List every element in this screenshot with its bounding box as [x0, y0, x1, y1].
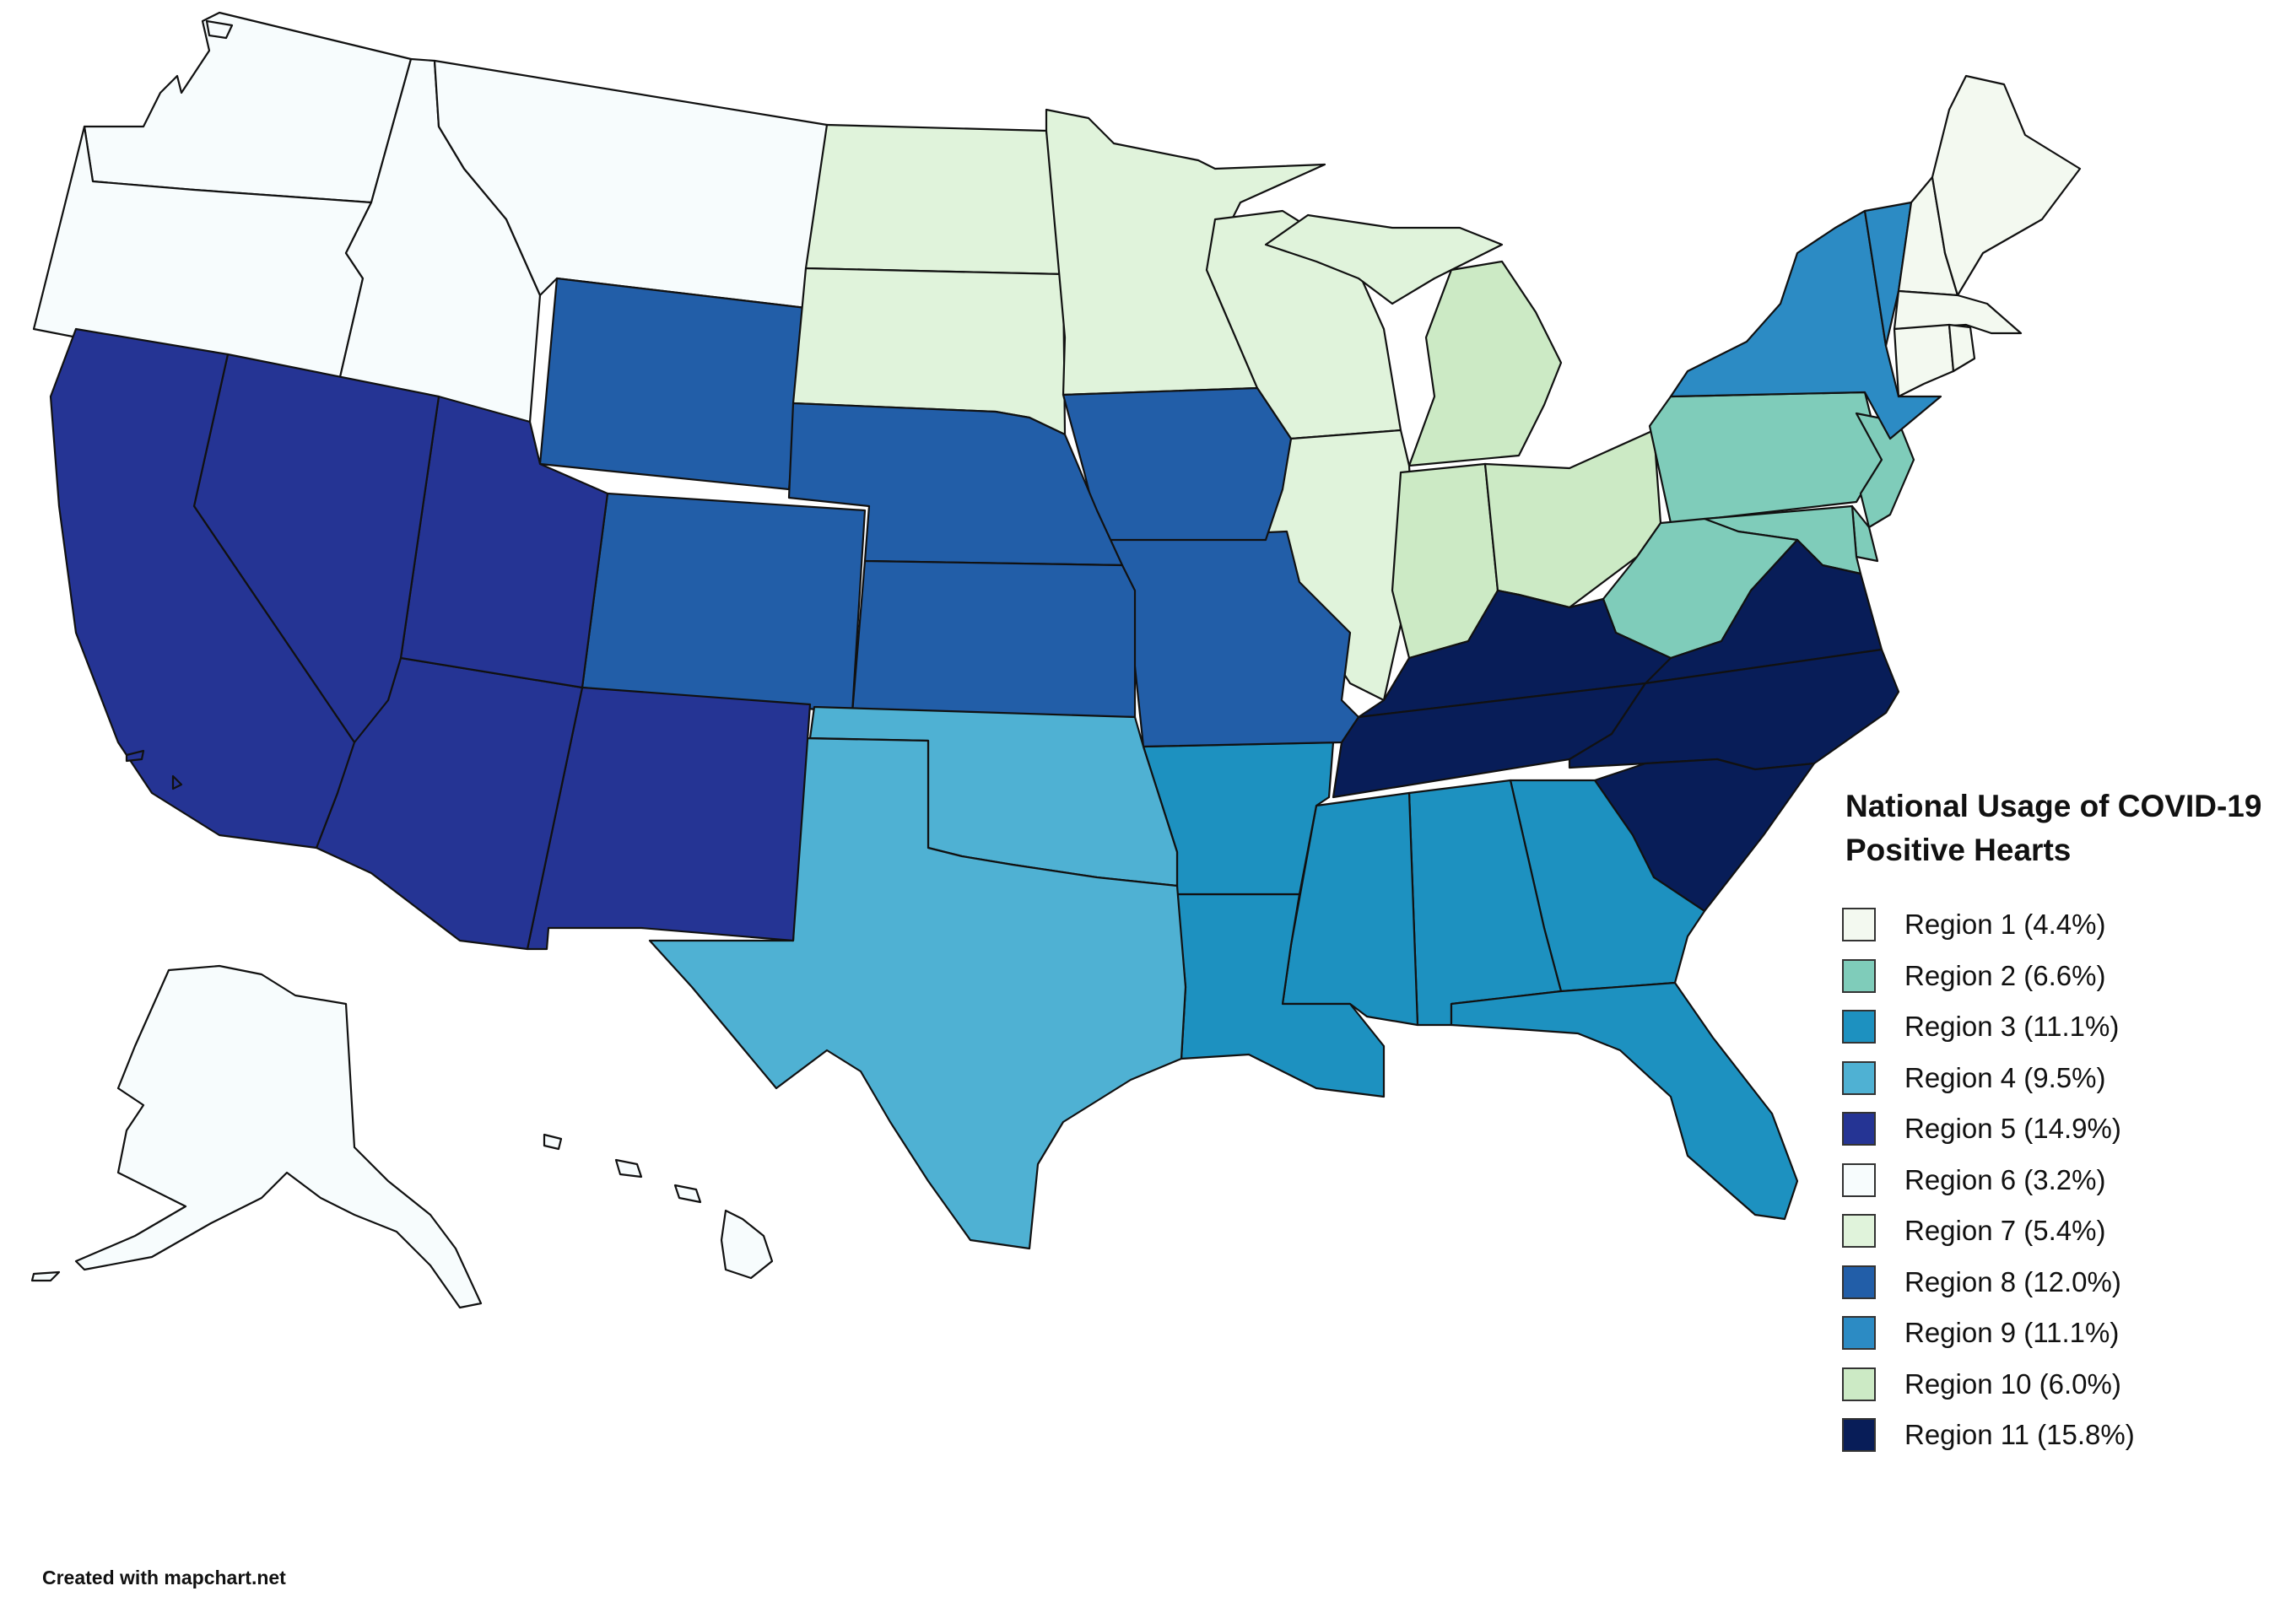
legend-item-region-1: Region 1 (4.4%) — [1842, 899, 2281, 951]
legend-swatch — [1842, 1265, 1876, 1299]
legend-title: National Usage of COVID-19 Positive Hear… — [1845, 785, 2281, 872]
state-colorado — [581, 492, 867, 715]
legend-label: Region 4 (9.5%) — [1904, 1061, 2106, 1093]
legend-label: Region 1 (4.4%) — [1904, 909, 2106, 941]
legend-label: Region 3 (11.1%) — [1904, 1011, 2120, 1043]
state-iowa — [1062, 386, 1293, 542]
credit-text: Created with mapchart.net — [42, 1567, 286, 1589]
legend-title-line2: Positive Hearts — [1845, 833, 2072, 867]
legend-item-region-9: Region 9 (11.1%) — [1842, 1308, 2281, 1359]
island-washington-3 — [205, 19, 234, 40]
state-pennsylvania — [1648, 391, 1883, 525]
legend-title-line1: National Usage of COVID-19 — [1845, 789, 2262, 823]
island-california-1 — [171, 774, 183, 790]
legend-item-region-6: Region 6 (3.2%) — [1842, 1155, 2281, 1206]
legend-item-region-7: Region 7 (5.4%) — [1842, 1206, 2281, 1257]
legend-item-region-5: Region 5 (14.9%) — [1842, 1103, 2281, 1155]
island-california-0 — [125, 749, 145, 763]
legend-swatch — [1842, 1010, 1876, 1044]
state-connecticut — [1893, 323, 1955, 398]
legend-item-region-10: Region 10 (6.0%) — [1842, 1359, 2281, 1411]
state-texas — [648, 736, 1187, 1250]
state-michigan-lower-peninsula — [1407, 260, 1563, 467]
state-alaska — [74, 964, 483, 1309]
legend-swatch — [1842, 1367, 1876, 1401]
state-wyoming — [538, 277, 808, 491]
legend-swatch — [1842, 1060, 1876, 1095]
legend-label: Region 7 (5.4%) — [1904, 1215, 2106, 1247]
legend-item-region-2: Region 2 (6.6%) — [1842, 951, 2281, 1002]
legend-label: Region 6 (3.2%) — [1904, 1163, 2106, 1195]
state-hawaii — [543, 1133, 774, 1280]
state-nebraska — [787, 402, 1124, 567]
state-missouri — [1099, 530, 1360, 748]
legend-label: Region 5 (14.9%) — [1904, 1113, 2121, 1145]
state-florida — [1450, 981, 1799, 1221]
legend-label: Region 9 (11.1%) — [1904, 1317, 2120, 1349]
state-maine — [1931, 74, 2082, 297]
legend-swatch — [1842, 1316, 1876, 1351]
map-legend: National Usage of COVID-19 Positive Hear… — [1842, 785, 2281, 1461]
legend-items: Region 1 (4.4%) Region 2 (6.6%) Region 3 (… — [1842, 899, 2281, 1461]
state-california — [49, 327, 356, 850]
island-alaska-2 — [30, 1270, 61, 1282]
state-rhode-island — [1948, 323, 1976, 373]
legend-swatch — [1842, 1112, 1876, 1146]
legend-swatch — [1842, 1418, 1876, 1453]
legend-item-region-4: Region 4 (9.5%) — [1842, 1053, 2281, 1104]
state-north-dakota — [804, 123, 1065, 276]
legend-item-region-3: Region 3 (11.1%) — [1842, 1001, 2281, 1053]
legend-swatch — [1842, 958, 1876, 993]
state-michigan-upper-peninsula — [1264, 213, 1504, 305]
legend-swatch — [1842, 1162, 1876, 1197]
legend-swatch — [1842, 908, 1876, 942]
legend-label: Region 2 (6.6%) — [1904, 959, 2106, 991]
legend-label: Region 10 (6.0%) — [1904, 1367, 2121, 1400]
legend-label: Region 11 (15.8%) — [1904, 1419, 2135, 1451]
state-new-mexico — [526, 686, 812, 951]
state-kansas — [851, 559, 1137, 719]
legend-item-region-11: Region 11 (15.8%) — [1842, 1410, 2281, 1461]
legend-item-region-8: Region 8 (12.0%) — [1842, 1257, 2281, 1308]
legend-label: Region 8 (12.0%) — [1904, 1265, 2121, 1297]
state-washington — [83, 11, 413, 204]
legend-swatch — [1842, 1214, 1876, 1249]
